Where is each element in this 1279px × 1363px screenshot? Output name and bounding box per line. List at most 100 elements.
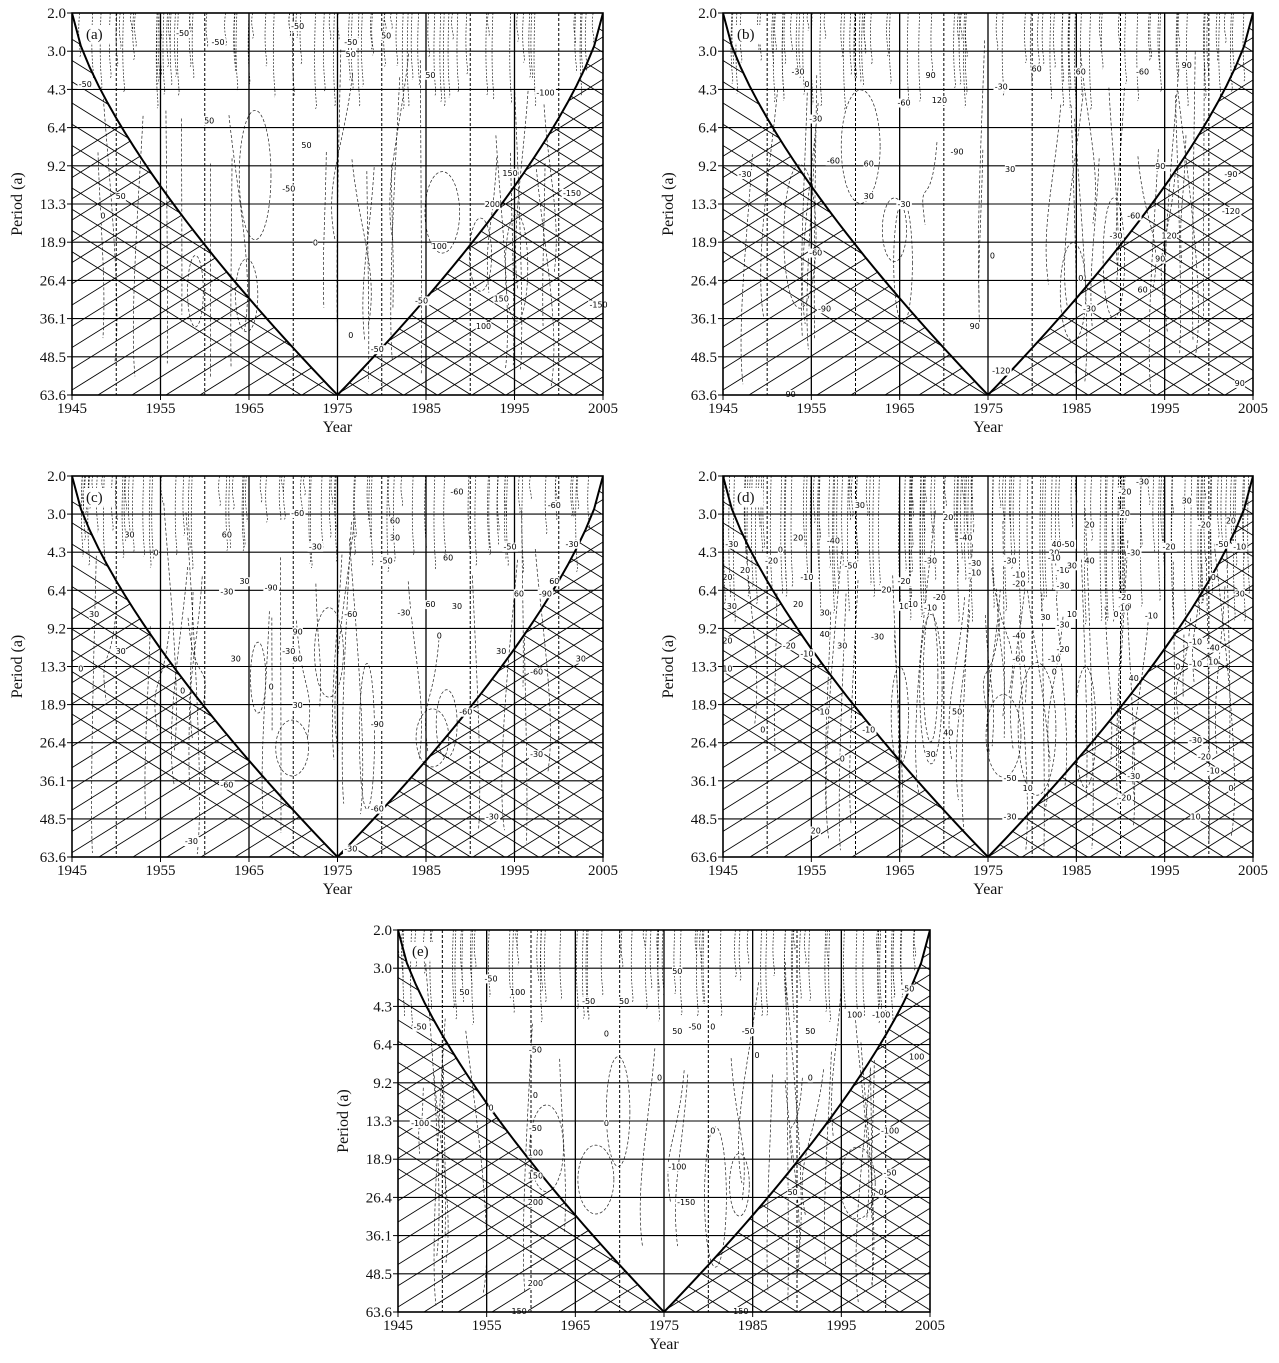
contour-label: -30 bbox=[1127, 772, 1140, 781]
contour-label: 30 bbox=[819, 608, 829, 617]
contour-label: 10 bbox=[899, 602, 909, 611]
contour-line bbox=[639, 1048, 656, 1248]
contour-label-bg bbox=[289, 22, 306, 32]
contour-line bbox=[1230, 13, 1233, 92]
contour-label-bg bbox=[528, 667, 545, 677]
contour-line bbox=[960, 13, 963, 40]
contour-line bbox=[496, 476, 500, 546]
contour-label-bg bbox=[1208, 657, 1219, 667]
contour-line bbox=[879, 930, 882, 1010]
contour-line bbox=[1012, 476, 1016, 555]
contour-label: -50 bbox=[79, 80, 92, 89]
contour-line bbox=[1152, 476, 1155, 553]
contour-label: -10 bbox=[1048, 655, 1061, 664]
contour-label-bg bbox=[781, 641, 798, 651]
contour-label-bg bbox=[369, 804, 386, 814]
contour-line bbox=[539, 930, 543, 1023]
contour-line bbox=[580, 13, 584, 77]
contour-label-bg bbox=[342, 37, 359, 47]
contour-label: -90 bbox=[1224, 170, 1237, 179]
y-tick-label: 4.3 bbox=[47, 545, 66, 561]
contour-line bbox=[323, 13, 326, 92]
contour-label-bg bbox=[966, 558, 983, 568]
contour-line bbox=[841, 476, 844, 567]
contour-label-bg bbox=[484, 812, 501, 822]
coi-hatch-line bbox=[471, 13, 603, 395]
contour-line bbox=[333, 13, 336, 107]
contour-label: 60 bbox=[514, 589, 524, 598]
contour-label: -50 bbox=[582, 997, 595, 1006]
coi-hatch-line bbox=[1070, 930, 1279, 1312]
contour-line bbox=[323, 152, 327, 308]
contour-label: -60 bbox=[898, 99, 911, 108]
contour-line bbox=[809, 476, 813, 551]
contour-line bbox=[892, 575, 900, 798]
y-tick-label: 2.0 bbox=[47, 469, 66, 485]
coi-hatch-line bbox=[1138, 930, 1279, 1312]
contour-line bbox=[530, 13, 533, 80]
y-tick-label: 4.3 bbox=[698, 82, 717, 98]
contour-line bbox=[1004, 476, 1007, 612]
contour-line bbox=[840, 13, 843, 58]
contour-line bbox=[1081, 559, 1088, 798]
contour-label: -30 bbox=[898, 200, 911, 209]
y-tick-label: 48.5 bbox=[691, 812, 717, 828]
contour-line bbox=[865, 476, 869, 516]
contour-label-bg bbox=[307, 542, 324, 552]
contour-line bbox=[334, 476, 338, 562]
contour-label: -20 bbox=[1012, 579, 1025, 588]
contour-line bbox=[1061, 13, 1065, 83]
contour-line bbox=[630, 930, 634, 1003]
contour-label-bg bbox=[342, 609, 359, 619]
contour-line bbox=[419, 60, 422, 375]
coi-hatch-line bbox=[934, 930, 1279, 1312]
contour-label-bg bbox=[1155, 162, 1166, 172]
contour-line bbox=[348, 538, 364, 815]
broad-contours-c bbox=[91, 502, 551, 855]
contour-line bbox=[521, 476, 524, 573]
contour-line bbox=[723, 476, 726, 604]
panel-b: -30 0 -30 -30 -60 -60 -90 60 30 -30 -60 90 120 -90 30 9… bbox=[660, 6, 1268, 436]
contour-label: 0 bbox=[710, 1023, 715, 1032]
contour-line bbox=[491, 13, 495, 101]
contour-line bbox=[487, 13, 490, 37]
contour-line bbox=[1203, 476, 1207, 500]
contour-label-bg bbox=[1002, 773, 1018, 783]
y-tick-label: 6.4 bbox=[373, 1038, 392, 1054]
contour-line bbox=[780, 476, 783, 595]
contour-line bbox=[930, 476, 933, 533]
y-tick-label: 18.9 bbox=[40, 235, 66, 251]
contour-line bbox=[825, 611, 832, 812]
contour-line bbox=[540, 930, 543, 992]
contour-label-bg bbox=[451, 601, 463, 611]
contour-label-bg bbox=[413, 296, 430, 306]
y-tick-label: 4.3 bbox=[698, 545, 717, 561]
contour-label: -50 bbox=[845, 561, 858, 570]
contour-label: -30 bbox=[530, 750, 543, 759]
x-tick-label: 1985 bbox=[411, 401, 441, 417]
contour-line bbox=[278, 476, 282, 522]
y-axis-title: Period (a) bbox=[660, 172, 677, 236]
contour-loop bbox=[314, 607, 344, 698]
contour-line bbox=[488, 476, 491, 556]
x-tick-label: 1985 bbox=[1061, 863, 1091, 879]
coi-hatch-line bbox=[1089, 476, 1253, 857]
coi-hatch-line bbox=[301, 13, 603, 395]
contour-label-bg bbox=[1051, 667, 1057, 677]
contour-line bbox=[162, 13, 166, 95]
contour-label-bg bbox=[1084, 556, 1095, 566]
contour-label: 200 bbox=[528, 1198, 543, 1207]
contour-line bbox=[734, 930, 737, 978]
contour-line bbox=[390, 13, 393, 30]
contour-label: 100 bbox=[528, 1148, 543, 1157]
contour-label-bg bbox=[369, 719, 386, 729]
contour-label: 20 bbox=[811, 827, 821, 836]
contour-line bbox=[497, 476, 500, 532]
contour-line bbox=[1159, 13, 1162, 92]
contour-loop bbox=[577, 1144, 615, 1215]
contour-label: 60 bbox=[549, 577, 559, 586]
contour-line bbox=[971, 476, 974, 523]
contour-label-bg bbox=[790, 67, 806, 77]
contour-line bbox=[855, 1069, 871, 1303]
contour-label: -30 bbox=[792, 68, 805, 77]
